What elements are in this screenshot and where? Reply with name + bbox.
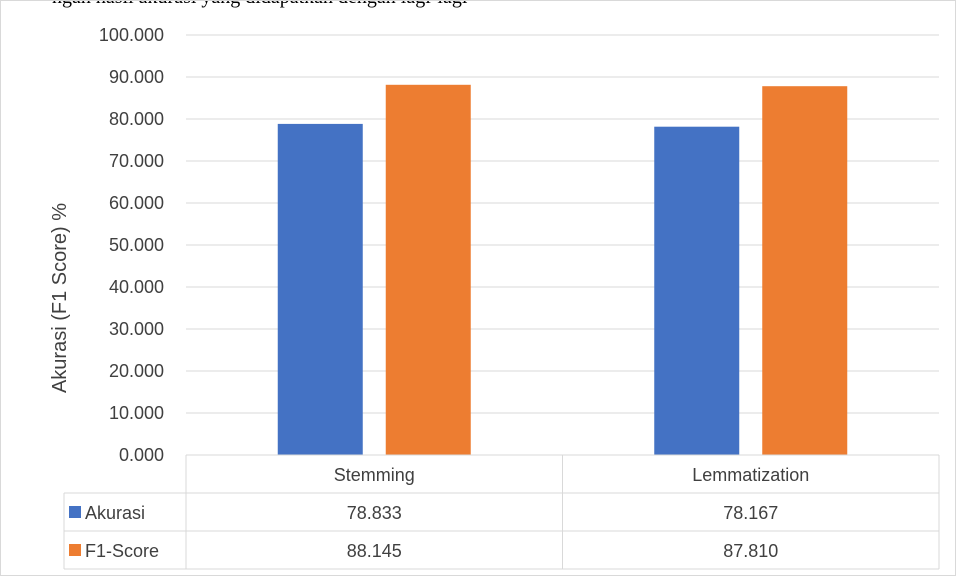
y-tick-label: 30.000	[109, 319, 164, 339]
bars	[277, 84, 848, 455]
y-tick-label: 20.000	[109, 361, 164, 381]
y-tick-label: 0.000	[119, 445, 164, 465]
y-tick-label: 80.000	[109, 109, 164, 129]
x-tick-label: Stemming	[334, 465, 415, 485]
y-tick-label: 90.000	[109, 67, 164, 87]
bar-f1-score-lemmatization	[762, 86, 848, 455]
y-tick-label: 70.000	[109, 151, 164, 171]
legend-entry: Akurasi	[85, 503, 145, 523]
data-label: 78.833	[347, 503, 402, 523]
y-tick-label: 10.000	[109, 403, 164, 423]
bar-akurasi-lemmatization	[654, 126, 740, 455]
legend-swatch	[69, 506, 81, 518]
bar-f1-score-stemming	[385, 84, 471, 455]
y-tick-labels: 0.000 10.000 20.000 30.000 40.000 50.000 60.00…	[99, 25, 164, 465]
legend-entry: F1-Score	[85, 541, 159, 561]
bar-akurasi-stemming	[277, 123, 363, 455]
caption-fragment: ngan hasil akurasi yang didapatkan denga…	[52, 0, 467, 9]
x-tick-label: Lemmatization	[692, 465, 809, 485]
y-tick-label: 40.000	[109, 277, 164, 297]
y-axis-label: Akurasi (F1 Score) %	[49, 203, 71, 393]
data-label: 78.167	[723, 503, 778, 523]
legend-swatch	[69, 544, 81, 556]
y-tick-label: 100.000	[99, 25, 164, 45]
y-tick-label: 60.000	[109, 193, 164, 213]
y-tick-label: 50.000	[109, 235, 164, 255]
data-label: 87.810	[723, 541, 778, 561]
data-table: Stemming Lemmatization Akurasi 78.833 78.167…	[63, 454, 940, 570]
data-label: 88.145	[347, 541, 402, 561]
